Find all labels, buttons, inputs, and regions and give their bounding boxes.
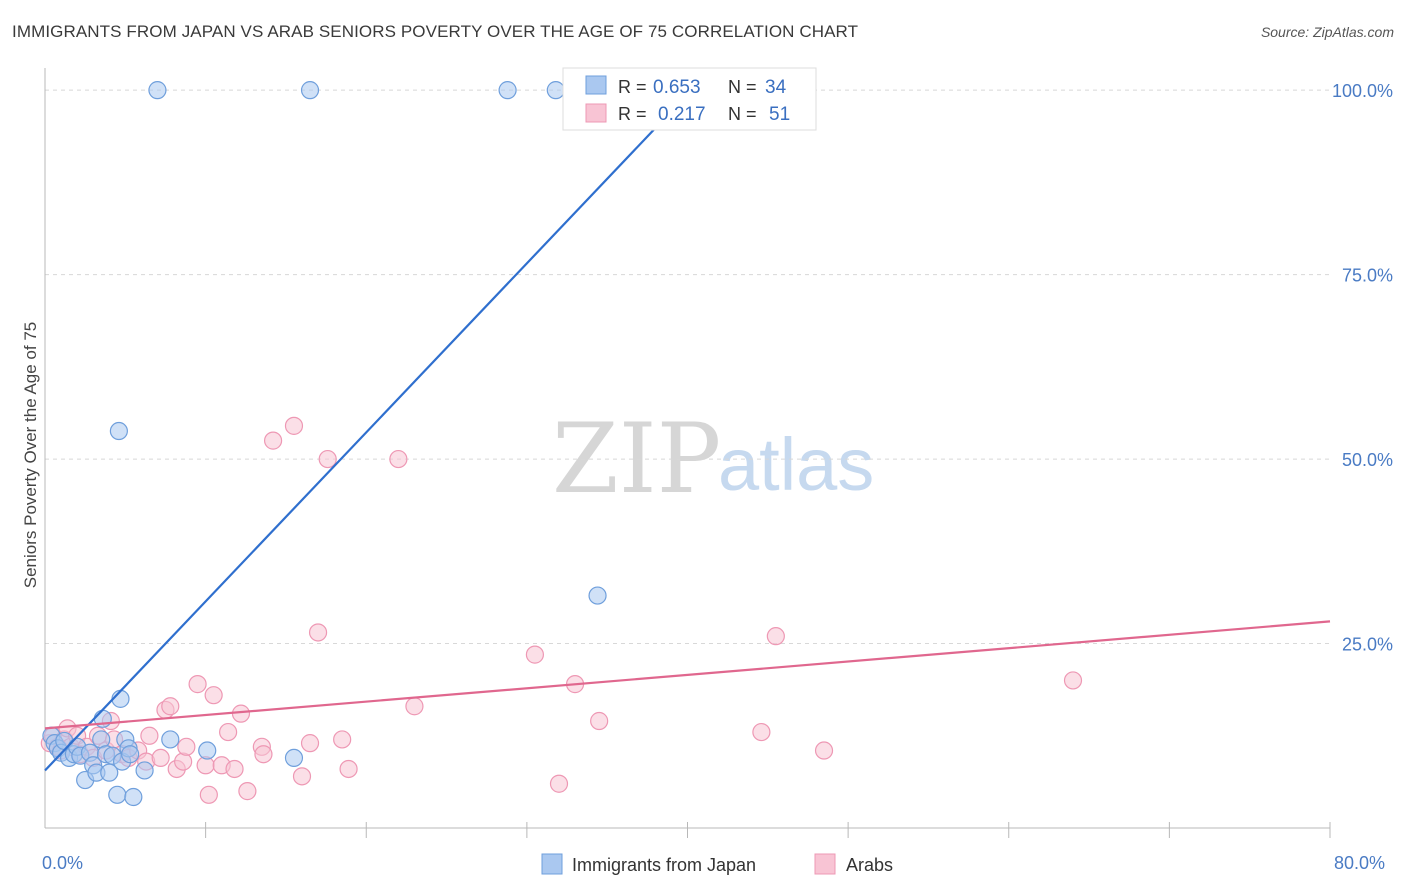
legend-label-japan: Immigrants from Japan bbox=[572, 855, 756, 875]
stats-swatch-japan bbox=[585, 75, 607, 95]
point-japan bbox=[108, 785, 127, 804]
point-arabs bbox=[766, 627, 785, 646]
point-arabs bbox=[292, 767, 312, 786]
x-ticks bbox=[205, 822, 1331, 838]
legend-label-arabs: Arabs bbox=[846, 855, 893, 875]
point-arabs bbox=[284, 416, 304, 435]
point-arabs bbox=[151, 748, 170, 768]
stats-r-value-japan: 0.653 bbox=[653, 77, 701, 98]
trend-lines bbox=[44, 118, 1331, 772]
point-japan bbox=[111, 689, 130, 708]
x-tick-label-min: 0.0% bbox=[42, 853, 83, 873]
point-japan bbox=[198, 741, 217, 760]
point-japan bbox=[161, 730, 180, 749]
legend-swatch-japan bbox=[541, 853, 563, 875]
point-arabs bbox=[339, 759, 358, 779]
point-japan bbox=[124, 787, 143, 807]
point-japan bbox=[148, 81, 167, 100]
chart-title: IMMIGRANTS FROM JAPAN VS ARAB SENIORS PO… bbox=[12, 22, 859, 41]
point-japan bbox=[300, 81, 320, 100]
trend-line-arabs bbox=[44, 620, 1331, 730]
legend-swatch-arabs bbox=[814, 853, 836, 875]
stats-n-label-japan: N = bbox=[728, 77, 757, 97]
point-japan bbox=[135, 761, 154, 780]
trend-line-japan bbox=[44, 118, 665, 772]
series-japan-points bbox=[42, 81, 607, 807]
y-axis-label: Seniors Poverty Over the Age of 75 bbox=[21, 322, 40, 588]
y-tick-label-50: 50.0% bbox=[1342, 450, 1393, 470]
watermark-atlas: atlas bbox=[718, 423, 874, 506]
point-arabs bbox=[174, 752, 193, 771]
point-arabs bbox=[199, 785, 218, 804]
stats-n-label-arabs: N = bbox=[728, 104, 757, 124]
stats-n-value-arabs: 51 bbox=[769, 104, 790, 125]
y-tick-label-100: 100.0% bbox=[1332, 81, 1393, 101]
point-japan bbox=[498, 81, 517, 100]
source-credit: Source: ZipAtlas.com bbox=[1260, 24, 1394, 40]
point-japan bbox=[284, 748, 304, 768]
point-arabs bbox=[308, 623, 328, 642]
stats-r-label-arabs: R = bbox=[618, 104, 647, 124]
bottom-legend: Immigrants from Japan Arabs bbox=[541, 853, 893, 875]
point-arabs bbox=[525, 645, 545, 664]
point-japan bbox=[109, 421, 128, 441]
point-arabs bbox=[188, 675, 207, 694]
point-arabs bbox=[333, 730, 352, 749]
y-tick-label-25: 25.0% bbox=[1342, 635, 1393, 655]
y-tick-label-75: 75.0% bbox=[1342, 266, 1393, 286]
point-arabs bbox=[177, 737, 196, 756]
point-arabs bbox=[219, 722, 238, 742]
stats-n-value-japan: 34 bbox=[765, 77, 787, 98]
point-arabs bbox=[590, 711, 609, 731]
y-tick-labels: 25.0% 50.0% 75.0% 100.0% bbox=[1332, 81, 1393, 654]
point-japan bbox=[121, 745, 140, 764]
point-arabs bbox=[263, 431, 283, 450]
stats-r-value-arabs: 0.217 bbox=[658, 104, 706, 125]
point-arabs bbox=[389, 449, 408, 469]
stats-r-label-japan: R = bbox=[618, 77, 647, 97]
point-arabs bbox=[238, 782, 257, 801]
point-arabs bbox=[300, 734, 320, 753]
point-arabs bbox=[549, 774, 569, 793]
point-arabs bbox=[204, 686, 223, 705]
x-tick-label-max: 80.0% bbox=[1334, 853, 1385, 873]
point-arabs bbox=[161, 697, 180, 716]
point-arabs bbox=[140, 726, 159, 745]
point-arabs bbox=[225, 759, 244, 779]
point-arabs bbox=[814, 741, 834, 760]
point-arabs bbox=[405, 697, 424, 716]
point-arabs bbox=[254, 745, 273, 764]
gridlines bbox=[45, 89, 1330, 645]
point-japan bbox=[588, 586, 607, 605]
point-japan bbox=[546, 81, 565, 100]
point-arabs bbox=[318, 449, 337, 469]
stats-swatch-arabs bbox=[585, 103, 607, 123]
stats-legend: R = 0.653 N = 34 R = 0.217 N = 51 bbox=[562, 67, 817, 131]
point-arabs bbox=[1063, 671, 1083, 690]
point-arabs bbox=[752, 722, 771, 742]
